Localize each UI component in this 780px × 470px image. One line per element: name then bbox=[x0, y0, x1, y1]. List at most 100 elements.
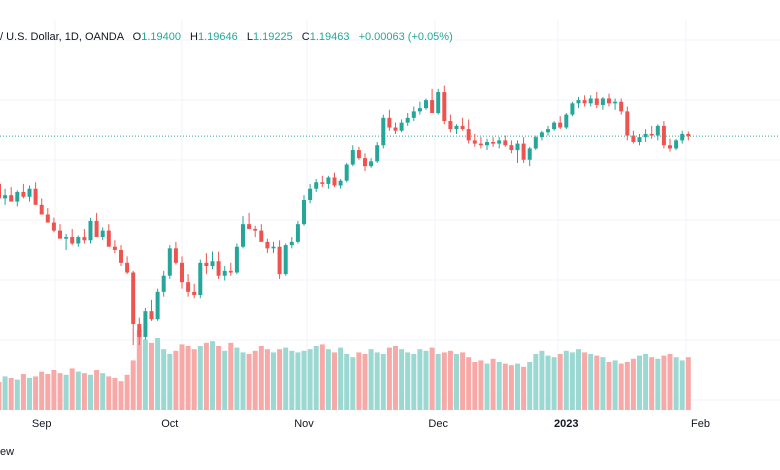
volume-bar bbox=[295, 352, 301, 410]
volume-bar bbox=[39, 371, 45, 410]
candle bbox=[631, 130, 636, 144]
candle-body bbox=[588, 98, 593, 104]
volume-bar bbox=[630, 358, 636, 410]
candle bbox=[558, 116, 563, 130]
volume-bar bbox=[319, 344, 325, 410]
candle-body bbox=[491, 142, 496, 144]
candle-body bbox=[45, 214, 50, 223]
candle bbox=[125, 256, 130, 275]
volume-bar bbox=[508, 365, 514, 410]
volume-bar bbox=[484, 363, 490, 410]
candle-body bbox=[411, 111, 416, 118]
ohlc-legend: / U.S. Dollar, 1D, OANDA O1.19400 H1.196… bbox=[0, 31, 459, 43]
candle bbox=[21, 183, 26, 199]
candle bbox=[546, 125, 550, 136]
candle-body bbox=[460, 125, 465, 130]
candle bbox=[143, 307, 148, 341]
candle bbox=[222, 266, 227, 281]
volume-bar bbox=[655, 358, 661, 410]
candle-body bbox=[289, 241, 294, 246]
candle-body bbox=[503, 140, 508, 146]
volume-bar bbox=[33, 376, 39, 410]
candle-body bbox=[668, 145, 672, 149]
candle-body bbox=[393, 127, 398, 131]
candle-body bbox=[100, 230, 105, 238]
candle-body bbox=[326, 177, 331, 184]
candle-body bbox=[216, 261, 221, 276]
candle-body bbox=[15, 191, 20, 202]
volume-bar bbox=[533, 354, 539, 410]
candle bbox=[680, 130, 685, 144]
close-key: C bbox=[301, 31, 310, 43]
candle-body bbox=[125, 262, 130, 273]
candle bbox=[430, 88, 435, 113]
candle bbox=[33, 182, 38, 205]
volume-bar bbox=[612, 360, 618, 410]
volume-bar bbox=[173, 350, 179, 410]
x-tick-label: Dec bbox=[428, 418, 448, 430]
low-key: L bbox=[246, 31, 253, 43]
candle-body bbox=[424, 100, 428, 109]
candle-body bbox=[94, 220, 99, 238]
candle bbox=[539, 130, 544, 141]
volume-bar bbox=[460, 352, 466, 410]
volume-bar bbox=[582, 352, 588, 410]
candle-body bbox=[173, 248, 178, 263]
candle-body bbox=[564, 114, 569, 128]
volume-bar bbox=[429, 347, 435, 410]
candle bbox=[265, 238, 270, 254]
volume-bar bbox=[313, 346, 319, 410]
volume-bar bbox=[197, 346, 203, 410]
candle bbox=[167, 245, 172, 279]
x-tick-label: Oct bbox=[161, 418, 178, 430]
candle-body bbox=[112, 246, 117, 250]
candle bbox=[253, 225, 258, 238]
candle bbox=[570, 101, 575, 117]
candle bbox=[58, 224, 62, 239]
candle-body bbox=[39, 204, 44, 215]
candle-body bbox=[155, 291, 160, 320]
volume-bar bbox=[283, 347, 289, 410]
candle-body bbox=[607, 98, 611, 104]
volume-bar bbox=[405, 352, 411, 410]
volume-bar bbox=[8, 378, 14, 410]
candle bbox=[350, 145, 355, 167]
candle bbox=[424, 98, 428, 110]
candle bbox=[112, 240, 117, 254]
volume-bar bbox=[203, 342, 209, 410]
candle bbox=[271, 241, 276, 254]
candle bbox=[472, 133, 477, 147]
volume-bar bbox=[191, 349, 197, 410]
candle bbox=[515, 140, 520, 163]
candle-body bbox=[674, 140, 679, 149]
candle bbox=[460, 117, 465, 131]
candle bbox=[131, 270, 136, 345]
candle-body bbox=[210, 261, 215, 267]
volume-bar bbox=[45, 374, 51, 410]
volume-bar bbox=[472, 362, 478, 410]
candle bbox=[9, 187, 14, 202]
candle bbox=[649, 125, 654, 139]
candle-body bbox=[600, 98, 605, 105]
volume-bar bbox=[606, 362, 612, 410]
candle-body bbox=[387, 117, 392, 128]
candle-body bbox=[430, 100, 435, 113]
volume-bar bbox=[393, 346, 398, 410]
candle-body bbox=[33, 188, 38, 205]
volume-bar bbox=[57, 373, 63, 410]
volume-bar bbox=[325, 349, 331, 410]
candle-body bbox=[180, 262, 184, 283]
candle bbox=[241, 216, 245, 249]
candle bbox=[216, 251, 221, 279]
candle bbox=[228, 262, 233, 276]
candle bbox=[509, 140, 514, 154]
candle-body bbox=[259, 230, 264, 242]
x-tick-label: Nov bbox=[294, 418, 314, 430]
candle-body bbox=[308, 188, 313, 200]
volume-bars bbox=[0, 330, 691, 410]
candle bbox=[94, 212, 99, 238]
volume-bar bbox=[563, 350, 569, 410]
candle-body bbox=[27, 188, 32, 197]
volume-bar bbox=[63, 374, 69, 410]
